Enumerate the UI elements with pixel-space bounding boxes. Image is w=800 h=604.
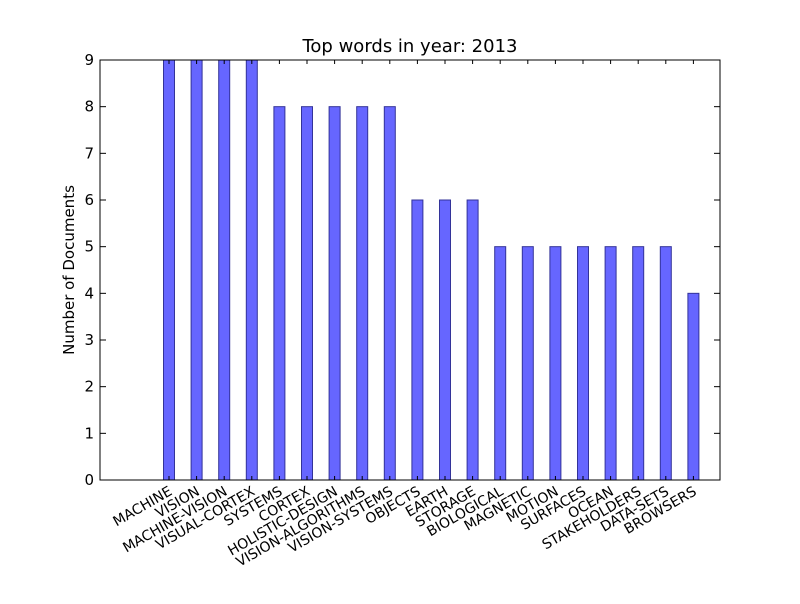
y-tick-label: 2 — [84, 378, 94, 396]
chart-title: Top words in year: 2013 — [301, 36, 517, 57]
y-tick-label: 9 — [84, 51, 94, 69]
bar-holistic-design — [328, 106, 341, 481]
bar-stakeholders — [632, 246, 645, 481]
bar-surfaces — [577, 246, 589, 481]
bar-vision-systems — [383, 106, 396, 481]
y-tick-label: 1 — [84, 424, 94, 442]
bar-motion — [549, 246, 562, 481]
y-tick-label: 0 — [84, 471, 94, 489]
bar-biological — [494, 246, 507, 481]
y-tick-label: 7 — [84, 144, 94, 162]
bars-layer — [163, 59, 700, 481]
bar-machine-vision — [218, 59, 231, 481]
y-tick-label: 4 — [84, 284, 94, 302]
plot-frame — [99, 59, 721, 481]
bar-storage — [466, 199, 479, 481]
bar-data-sets — [659, 246, 672, 481]
bar-ocean — [604, 246, 617, 481]
bar-vision — [190, 59, 203, 481]
bar-browsers — [687, 292, 700, 481]
y-tick-label: 6 — [84, 191, 94, 209]
bar-magnetic — [521, 246, 534, 481]
bar-machine — [163, 59, 175, 481]
bar-earth — [439, 199, 451, 481]
y-tick-label: 5 — [84, 238, 94, 256]
y-tick-label: 3 — [84, 331, 94, 349]
bar-systems — [273, 106, 286, 481]
y-axis-label: Number of Documents — [60, 185, 78, 355]
y-tick-label: 8 — [84, 98, 94, 116]
bar-vision-algorithms — [356, 106, 369, 481]
bar-visual-cortex — [245, 59, 258, 481]
ticks-layer: MACHINEVISIONMACHINE-VISIONVISUAL-CORTEX… — [84, 51, 720, 571]
bar-cortex — [301, 106, 313, 481]
bar-objects — [411, 199, 424, 481]
